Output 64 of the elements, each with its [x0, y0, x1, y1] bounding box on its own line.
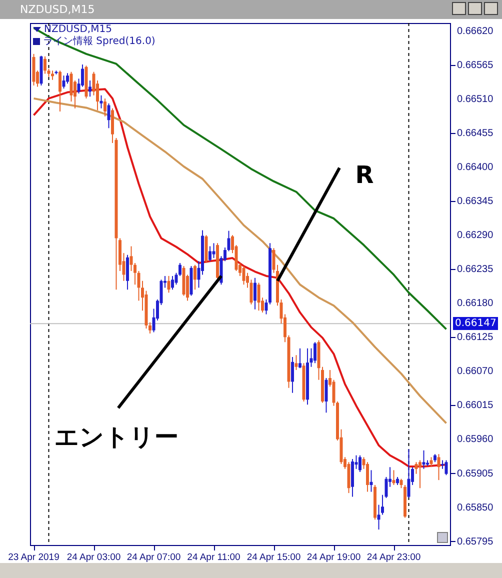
x-tick-label: 24 Apr 23:00: [366, 552, 421, 563]
x-tick-label: 24 Apr 11:00: [187, 552, 240, 563]
candlestick: [227, 230, 230, 252]
annotation: NZDUSD,M15: [44, 24, 112, 35]
candlestick: [298, 348, 302, 369]
candlestick: [407, 448, 410, 498]
candlestick: [324, 378, 328, 414]
candlestick: [422, 450, 426, 470]
candlestick: [58, 70, 62, 112]
y-tick-label: 0.66510: [457, 94, 494, 106]
y-tick-label: 0.65795: [457, 536, 494, 548]
y-tick-label: 0.66235: [457, 264, 494, 276]
candlestick: [194, 264, 196, 290]
candlestick: [430, 456, 433, 468]
y-tick-label: 0.66455: [457, 128, 494, 140]
candlestick: [294, 354, 298, 370]
candlestick: [254, 277, 256, 310]
candlestick: [242, 266, 246, 286]
y-tick-label: 0.65905: [457, 468, 494, 480]
candlestick: [167, 275, 170, 294]
candlestick: [51, 70, 54, 80]
candlestick: [100, 94, 103, 109]
y-tick-label: 0.66015: [457, 400, 494, 412]
y-tick-label: 0.66400: [457, 162, 494, 174]
y-tick-label: 0.66125: [457, 332, 494, 344]
y-tick-label: 0.66345: [457, 196, 494, 208]
chart-title: NZDUSD,M15: [20, 3, 95, 16]
candlestick: [212, 242, 216, 259]
candlestick: [314, 342, 316, 364]
x-tick-label: 23 Apr 2019: [8, 552, 60, 563]
y-tick-label: 0.65960: [457, 434, 494, 446]
candlestick: [66, 72, 69, 84]
y-tick-label: 0.66180: [457, 298, 494, 310]
candlestick: [44, 56, 46, 74]
candlestick: [418, 460, 422, 489]
candlestick: [171, 275, 174, 290]
ref-line-label: 0.66147: [453, 317, 498, 330]
candlestick: [370, 470, 373, 492]
candlestick: [444, 460, 448, 476]
candlestick: [104, 98, 106, 117]
candlestick: [257, 282, 260, 312]
x-tick-label: 24 Apr 03:00: [66, 552, 121, 563]
line-series: [32, 26, 448, 330]
annotation: エントリー: [54, 422, 178, 451]
y-tick-label: 0.65850: [457, 502, 494, 514]
candlestick: [208, 246, 212, 262]
y-tick-label: 0.66565: [457, 60, 494, 72]
candlestick: [250, 279, 253, 305]
x-tick-label: 24 Apr 07:00: [126, 552, 181, 563]
annotation: R: [355, 160, 374, 189]
candlestick: [62, 75, 66, 90]
x-tick-label: 24 Apr 19:00: [306, 552, 361, 563]
candlestick: [358, 454, 362, 473]
candlestick: [126, 254, 129, 290]
candlestick: [437, 454, 440, 481]
candlestick: [107, 102, 110, 129]
y-tick-label: 0.66620: [457, 26, 494, 38]
y-tick-label: 0.66290: [457, 230, 494, 242]
candlestick: [377, 504, 380, 530]
candlestick: [88, 80, 92, 98]
x-tick-label: 24 Apr 15:00: [246, 552, 301, 563]
candlestick: [392, 470, 396, 486]
y-tick-label: 0.66070: [457, 366, 494, 378]
candlestick: [291, 356, 294, 394]
